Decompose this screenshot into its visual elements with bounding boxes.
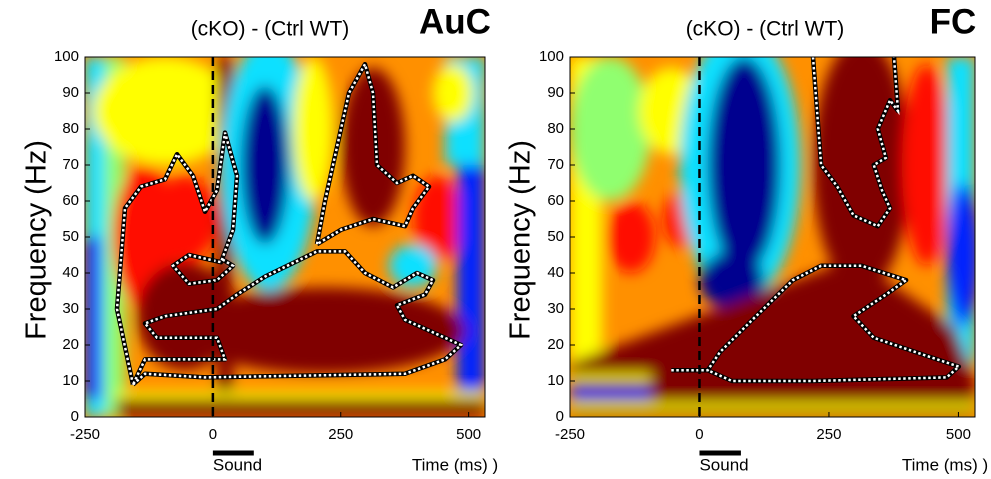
- y-tick-label: 30: [62, 300, 79, 317]
- y-tick-label: 10: [62, 372, 79, 389]
- sound-label: Sound: [699, 455, 748, 474]
- y-tick-label: 30: [547, 300, 564, 317]
- contour-dots: [115, 132, 239, 385]
- heat-blob: [570, 373, 651, 381]
- heat-blob: [570, 57, 651, 201]
- panel-label: FC: [930, 2, 977, 41]
- y-tick-label: 40: [62, 264, 79, 281]
- x-tick-label: 500: [456, 426, 481, 443]
- x-tick-label: 250: [328, 426, 353, 443]
- y-axis-label: Frequency (Hz): [505, 140, 537, 340]
- heat-blob: [85, 237, 101, 399]
- y-tick-label: 80: [62, 120, 79, 137]
- heat-blob: [946, 183, 975, 327]
- heat-blob: [117, 399, 485, 417]
- heat-blob: [185, 287, 465, 374]
- y-tick-label: 70: [547, 156, 564, 173]
- y-tick-label: 90: [62, 84, 79, 101]
- y-tick-label: 50: [62, 228, 79, 245]
- y-tick-label: 50: [547, 228, 564, 245]
- contour-dots: [131, 250, 464, 386]
- heat-blob: [457, 165, 485, 417]
- subtitle: (cKO) - (Ctrl WT): [191, 18, 350, 41]
- y-tick-label: 100: [539, 48, 564, 65]
- subtitle: (cKO) - (Ctrl WT): [686, 18, 845, 41]
- y-tick-label: 60: [547, 192, 564, 209]
- heatmap: [85, 57, 485, 417]
- y-tick-label: 20: [547, 336, 564, 353]
- x-tick-label: -250: [555, 426, 585, 443]
- heat-blob: [293, 57, 333, 201]
- y-tick-label: 80: [547, 120, 564, 137]
- x-tick-label: 250: [816, 426, 841, 443]
- heat-blob: [707, 57, 781, 273]
- heat-blob: [153, 175, 217, 263]
- y-tick-label: 70: [62, 156, 79, 173]
- y-tick-label: 40: [547, 264, 564, 281]
- heat-blob: [341, 67, 405, 227]
- contour-dots: [671, 264, 962, 383]
- y-tick-label: 20: [62, 336, 79, 353]
- heatmap-field: [85, 57, 485, 417]
- heat-blob: [117, 391, 485, 399]
- contour-dots: [315, 60, 431, 246]
- y-tick-label: 100: [54, 48, 79, 65]
- panel-label: AuC: [419, 2, 491, 41]
- heat-blob: [241, 85, 289, 245]
- x-tick-label: 0: [209, 426, 217, 443]
- heat-blob: [570, 388, 651, 399]
- contour-dots: [811, 57, 900, 228]
- y-tick-label: 10: [547, 372, 564, 389]
- x-tick-label: -250: [70, 426, 100, 443]
- x-axis-label: Time (ms) ): [412, 455, 498, 474]
- y-tick-label: 0: [556, 408, 564, 425]
- x-axis-label: Time (ms) ): [902, 455, 988, 474]
- heat-blob: [606, 201, 656, 273]
- y-tick-label: 60: [62, 192, 79, 209]
- x-tick-label: 500: [946, 426, 971, 443]
- heat-blob: [699, 251, 765, 309]
- heatmap-field: [570, 57, 975, 417]
- heat-blob: [137, 262, 233, 371]
- heat-blob: [570, 402, 975, 410]
- x-tick-label: 0: [695, 426, 703, 443]
- y-axis-label: Frequency (Hz): [21, 140, 53, 340]
- heat-blob: [433, 64, 473, 122]
- heat-blob: [93, 57, 237, 165]
- sound-label: Sound: [213, 455, 262, 474]
- y-tick-label: 0: [71, 408, 79, 425]
- heat-blob: [413, 175, 461, 263]
- heat-blob: [902, 64, 951, 266]
- heatmap: [570, 57, 975, 417]
- y-tick-label: 90: [547, 84, 564, 101]
